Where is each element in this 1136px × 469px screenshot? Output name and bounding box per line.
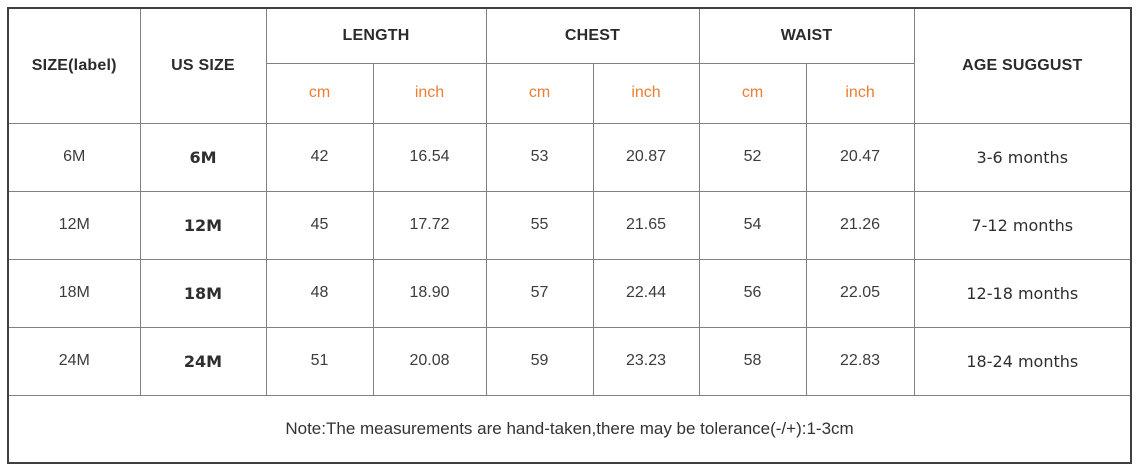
header-length-inch: inch xyxy=(372,62,487,124)
tolerance-note: Note:The measurements are hand-taken,the… xyxy=(7,394,1132,464)
table-row: 18M 18M 48 18.90 57 22.44 56 22.05 12-18… xyxy=(7,258,1132,328)
cell-waist-inch: 21.26 xyxy=(805,190,915,260)
cell-length-inch: 16.54 xyxy=(372,122,487,192)
cell-age: 3-6 months xyxy=(913,122,1132,192)
cell-length-cm: 42 xyxy=(265,122,374,192)
cell-chest-inch: 21.65 xyxy=(592,190,700,260)
cell-waist-inch: 20.47 xyxy=(805,122,915,192)
cell-chest-inch: 23.23 xyxy=(592,326,700,396)
cell-size: 12M xyxy=(7,190,141,260)
cell-us-size: 12M xyxy=(139,190,267,260)
cell-us-size: 18M xyxy=(139,258,267,328)
note-row: Note:The measurements are hand-taken,the… xyxy=(7,394,1132,464)
cell-waist-inch: 22.05 xyxy=(805,258,915,328)
cell-us-size: 24M xyxy=(139,326,267,396)
cell-length-cm: 48 xyxy=(265,258,374,328)
header-waist-inch: inch xyxy=(805,62,915,124)
header-waist: WAIST xyxy=(698,7,915,64)
cell-chest-cm: 59 xyxy=(485,326,594,396)
cell-size: 18M xyxy=(7,258,141,328)
cell-age: 7-12 months xyxy=(913,190,1132,260)
cell-age: 12-18 months xyxy=(913,258,1132,328)
table-row: 24M 24M 51 20.08 59 23.23 58 22.83 18-24… xyxy=(7,326,1132,396)
header-row-groups: SIZE(label) US SIZE LENGTH CHEST WAIST A… xyxy=(7,7,1132,124)
header-age-suggust: AGE SUGGUST xyxy=(913,7,1132,124)
cell-chest-cm: 53 xyxy=(485,122,594,192)
header-waist-cm: cm xyxy=(698,62,807,124)
header-row-units: cm inch cm inch cm inch xyxy=(8,62,1131,124)
cell-length-inch: 17.72 xyxy=(372,190,487,260)
cell-chest-cm: 57 xyxy=(485,258,594,328)
cell-chest-inch: 22.44 xyxy=(592,258,700,328)
header-length: LENGTH xyxy=(265,7,487,64)
cell-waist-cm: 54 xyxy=(698,190,807,260)
cell-length-inch: 20.08 xyxy=(372,326,487,396)
cell-chest-inch: 20.87 xyxy=(592,122,700,192)
header-chest-inch: inch xyxy=(592,62,700,124)
cell-size: 24M xyxy=(7,326,141,396)
cell-waist-inch: 22.83 xyxy=(805,326,915,396)
table-row: 12M 12M 45 17.72 55 21.65 54 21.26 7-12 … xyxy=(7,190,1132,260)
cell-waist-cm: 52 xyxy=(698,122,807,192)
table-row: 6M 6M 42 16.54 53 20.87 52 20.47 3-6 mon… xyxy=(7,122,1132,192)
cell-waist-cm: 58 xyxy=(698,326,807,396)
cell-age: 18-24 months xyxy=(913,326,1132,396)
cell-length-cm: 51 xyxy=(265,326,374,396)
size-chart-table: SIZE(label) US SIZE LENGTH CHEST WAIST A… xyxy=(7,7,1133,464)
size-chart: SIZE(label) US SIZE LENGTH CHEST WAIST A… xyxy=(7,7,1133,464)
header-chest-cm: cm xyxy=(485,62,594,124)
cell-size: 6M xyxy=(7,122,141,192)
header-chest: CHEST xyxy=(485,7,700,64)
cell-chest-cm: 55 xyxy=(485,190,594,260)
header-us-size: US SIZE xyxy=(139,7,267,124)
header-length-cm: cm xyxy=(265,62,374,124)
cell-waist-cm: 56 xyxy=(698,258,807,328)
cell-length-cm: 45 xyxy=(265,190,374,260)
cell-us-size: 6M xyxy=(139,122,267,192)
cell-length-inch: 18.90 xyxy=(372,258,487,328)
header-size-label: SIZE(label) xyxy=(7,7,141,124)
